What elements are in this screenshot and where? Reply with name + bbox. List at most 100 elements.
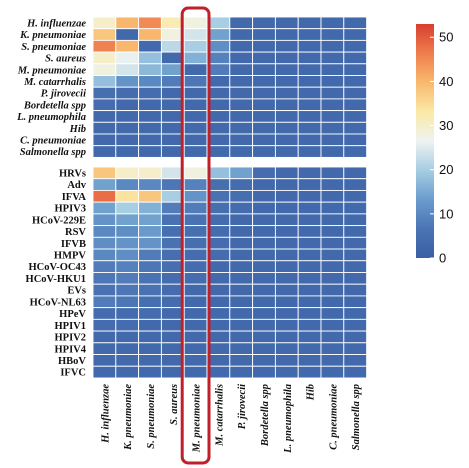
cell-bottom-rsv-c-pneumoniae (320, 225, 345, 238)
cell-bottom-hpiv4-s-pneumoniae (138, 342, 162, 355)
cell-bottom-hpiv1-bordetella-spp (252, 318, 276, 332)
row-label-bottom-hbov: HBoV (58, 356, 86, 367)
cell-top-k-pneumoniae-bordetella-spp (252, 28, 276, 41)
row-label-bottom-hcov-oc43: HCoV-OC43 (28, 262, 86, 273)
cell-bottom-hpiv2-bordetella-spp (252, 330, 276, 344)
cell-top-m-pneumoniae-hib (297, 63, 322, 76)
cell-top-bordetella-spp-s-pneumoniae (138, 98, 162, 112)
cell-top-h-influenzae-p-jirovecii (229, 16, 254, 30)
cell-top-bordetella-spp-c-pneumoniae (320, 98, 345, 112)
cell-bottom-hpiv4-h-influenzae (92, 342, 117, 355)
cell-top-s-aureus-m-pneumoniae (183, 51, 208, 65)
cell-top-m-pneumoniae-l-pneumophila (274, 63, 299, 76)
cell-top-s-aureus-c-pneumoniae (320, 51, 345, 65)
cell-bottom-hpev-hib (297, 307, 322, 320)
cell-top-h-influenzae-h-influenzae (92, 16, 117, 30)
cell-bottom-ifvc-salmonella-spp (343, 365, 368, 379)
colorbar-tick-10: 10 (439, 206, 453, 221)
cell-bottom-hpev-bordetella-spp (252, 307, 276, 320)
cell-top-k-pneumoniae-c-pneumoniae (320, 28, 345, 41)
column-label-m-pneumoniae: M. pneumoniae (192, 384, 203, 454)
cell-top-l-pneumophila-h-influenzae (92, 110, 117, 123)
cell-bottom-hpiv2-p-jirovecii (229, 330, 254, 344)
cell-bottom-hbov-l-pneumophila (274, 354, 299, 367)
cell-bottom-hpiv4-k-pneumoniae (115, 342, 140, 355)
cell-bottom-evs-p-jirovecii (229, 283, 254, 297)
row-label-bottom-hpiv2: HPIV2 (55, 333, 87, 344)
cell-top-hib-hib (297, 121, 322, 135)
cell-bottom-hpiv2-s-pneumoniae (138, 330, 162, 344)
column-label-m-catarrhalis: M. catarrhalis (214, 384, 225, 447)
cell-top-s-aureus-salmonella-spp (343, 51, 368, 65)
cell-top-c-pneumoniae-k-pneumoniae (115, 133, 140, 147)
cell-top-c-pneumoniae-salmonella-spp (343, 133, 368, 147)
cell-top-s-pneumoniae-c-pneumoniae (320, 39, 345, 53)
cell-bottom-hcov-nl63-bordetella-spp (252, 295, 276, 309)
cell-bottom-adv-p-jirovecii (229, 178, 254, 191)
cell-top-k-pneumoniae-p-jirovecii (229, 28, 254, 41)
cell-bottom-adv-bordetella-spp (252, 178, 276, 191)
cell-top-salmonella-spp-m-pneumoniae (183, 145, 208, 158)
cell-top-hib-p-jirovecii (229, 121, 254, 135)
cell-top-m-pneumoniae-s-pneumoniae (138, 63, 162, 76)
colorbar-tick-50: 50 (439, 30, 453, 45)
cell-bottom-hmpv-hib (297, 248, 322, 262)
row-label-top-s-pneumoniae: S. pneumoniae (21, 42, 86, 53)
cell-top-h-influenzae-salmonella-spp (343, 16, 368, 30)
cell-bottom-hpev-salmonella-spp (343, 307, 368, 320)
cell-bottom-hcov-229e-c-pneumoniae (320, 213, 345, 227)
cell-top-l-pneumophila-salmonella-spp (343, 110, 368, 123)
cell-bottom-hpiv1-p-jirovecii (229, 318, 254, 332)
cell-bottom-hcov-hku1-s-pneumoniae (138, 272, 162, 285)
row-label-bottom-ifvc: IFVC (60, 368, 86, 379)
cell-top-m-catarrhalis-l-pneumophila (274, 75, 299, 88)
colorbar-gradient (416, 24, 434, 258)
cell-top-p-jirovecii-bordetella-spp (252, 86, 276, 100)
cell-bottom-hpev-k-pneumoniae (115, 307, 140, 320)
cell-bottom-hbov-c-pneumoniae (320, 354, 345, 367)
cell-bottom-ifvc-k-pneumoniae (115, 365, 140, 379)
cell-top-l-pneumophila-hib (297, 110, 322, 123)
cell-top-h-influenzae-k-pneumoniae (115, 16, 140, 30)
cell-bottom-hrvs-c-pneumoniae (320, 166, 345, 180)
cell-bottom-hbov-bordetella-spp (252, 354, 276, 367)
cell-bottom-hbov-k-pneumoniae (115, 354, 140, 367)
cell-top-s-pneumoniae-p-jirovecii (229, 39, 254, 53)
cell-top-l-pneumophila-m-pneumoniae (183, 110, 208, 123)
cell-bottom-hbov-s-pneumoniae (138, 354, 162, 367)
cell-bottom-hrvs-k-pneumoniae (115, 166, 140, 180)
cell-bottom-hcov-oc43-h-influenzae (92, 260, 117, 273)
cell-top-hib-s-pneumoniae (138, 121, 162, 135)
cell-top-p-jirovecii-m-pneumoniae (183, 86, 208, 100)
column-label-k-pneumoniae: K. pneumoniae (123, 384, 134, 451)
cell-bottom-evs-c-pneumoniae (320, 283, 345, 297)
cell-bottom-hpiv1-hib (297, 318, 322, 332)
cell-top-c-pneumoniae-l-pneumophila (274, 133, 299, 147)
colorbar: 0 10 20 30 40 50 (416, 24, 453, 266)
cell-top-l-pneumophila-s-pneumoniae (138, 110, 162, 123)
cell-bottom-evs-l-pneumophila (274, 283, 299, 297)
cell-top-m-catarrhalis-s-pneumoniae (138, 75, 162, 88)
row-label-top-k-pneumoniae: K. pneumoniae (19, 30, 86, 41)
cell-bottom-hcov-229e-l-pneumophila (274, 213, 299, 227)
cell-bottom-hcov-hku1-hib (297, 272, 322, 285)
cell-bottom-hcov-229e-hib (297, 213, 322, 227)
cell-top-s-pneumoniae-salmonella-spp (343, 39, 368, 53)
cell-bottom-hcov-nl63-hib (297, 295, 322, 309)
column-label-hib: Hib (306, 384, 317, 401)
cell-top-hib-c-pneumoniae (320, 121, 345, 135)
cell-bottom-hpiv4-hib (297, 342, 322, 355)
cell-bottom-hmpv-l-pneumophila (274, 248, 299, 262)
cell-bottom-ifva-hib (297, 189, 322, 203)
cell-top-m-catarrhalis-bordetella-spp (252, 75, 276, 88)
cell-bottom-hmpv-salmonella-spp (343, 248, 368, 262)
cell-bottom-hpiv1-c-pneumoniae (320, 318, 345, 332)
cell-bottom-hcov-hku1-m-pneumoniae (183, 272, 208, 285)
cell-top-p-jirovecii-c-pneumoniae (320, 86, 345, 100)
cell-bottom-hcov-nl63-c-pneumoniae (320, 295, 345, 309)
row-label-top-l-pneumophila: L. pneumophila (16, 112, 86, 123)
cell-bottom-hpev-h-influenzae (92, 307, 117, 320)
cell-top-p-jirovecii-k-pneumoniae (115, 86, 140, 100)
cell-bottom-rsv-m-pneumoniae (183, 225, 208, 238)
cell-bottom-hcov-229e-k-pneumoniae (115, 213, 140, 227)
